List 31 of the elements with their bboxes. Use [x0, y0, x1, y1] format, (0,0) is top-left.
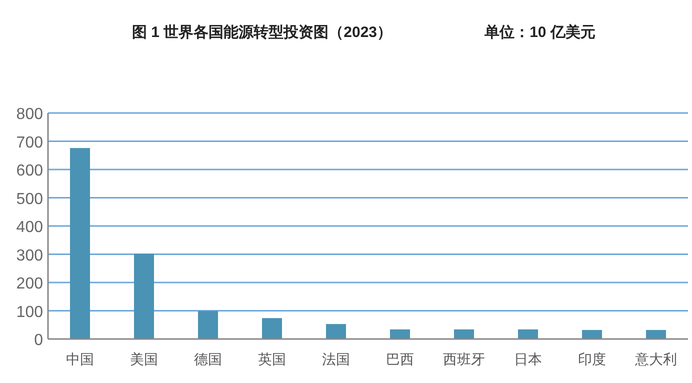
- bar: [646, 330, 666, 339]
- x-tick-label: 美国: [130, 351, 158, 367]
- y-tick-label: 700: [16, 134, 44, 152]
- y-tick-label: 0: [34, 332, 44, 349]
- x-tick-label: 英国: [258, 351, 286, 367]
- chart-title: 图 1 世界各国能源转型投资图（2023）: [132, 24, 392, 41]
- bar: [70, 148, 90, 339]
- bar: [390, 329, 410, 339]
- bar: [518, 329, 538, 339]
- bar: [198, 311, 218, 339]
- text: 单位：10 亿美元: [484, 23, 596, 41]
- y-tick-label: 200: [16, 276, 44, 292]
- bar: [326, 324, 346, 339]
- x-tick-label: 巴西: [386, 351, 414, 367]
- x-tick-label: 印度: [578, 351, 606, 367]
- bar: [134, 254, 154, 339]
- y-tick-label: 300: [16, 247, 44, 264]
- x-tick-label: 日本: [514, 351, 542, 367]
- y-tick-label: 600: [16, 162, 44, 180]
- x-tick-label: 西班牙: [443, 351, 485, 367]
- bar: [582, 330, 602, 339]
- x-tick-label: 德国: [194, 351, 222, 367]
- x-tick-label: 中国: [66, 351, 94, 367]
- y-tick-label: 500: [16, 190, 44, 208]
- y-tick-label: 100: [16, 304, 44, 321]
- y-tick-label: 400: [16, 219, 44, 236]
- y-tick-label: 800: [16, 106, 44, 123]
- bar: [262, 318, 282, 339]
- bar: [454, 329, 474, 339]
- x-tick-label: 意大利: [634, 351, 677, 367]
- x-tick-label: 法国: [322, 351, 350, 367]
